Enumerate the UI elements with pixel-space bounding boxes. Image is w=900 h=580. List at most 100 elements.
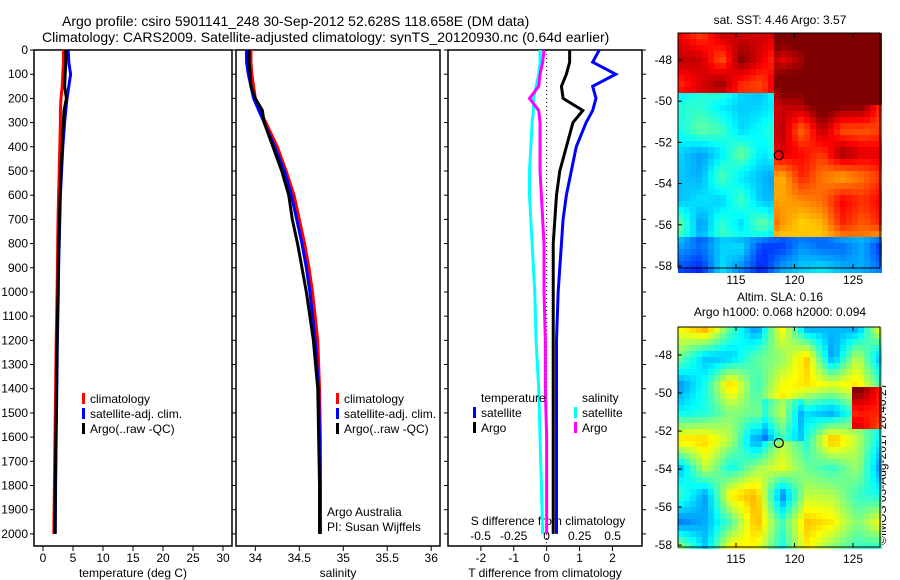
sla-map-cell: [792, 369, 798, 375]
sla-map-cell: [720, 537, 726, 543]
sst-map-cell: [744, 93, 750, 99]
sla-map-cell: [840, 483, 846, 489]
sst-map-cell: [702, 75, 708, 81]
sst-map-cell: [768, 207, 774, 213]
sst-map-cell: [828, 75, 834, 81]
x-tick-label: 34: [249, 551, 263, 565]
sst-map-cell: [780, 159, 786, 165]
sla-map-cell: [786, 447, 792, 453]
sla-map-cell: [852, 387, 858, 393]
sla-map-cell: [798, 441, 804, 447]
sla-map-cell: [840, 507, 846, 513]
sla-map-cell: [720, 459, 726, 465]
sst-map-cell: [708, 111, 714, 117]
series-line-t-argo: [551, 50, 586, 534]
sla-map-cell: [726, 513, 732, 519]
sst-map-cell: [762, 105, 768, 111]
sla-map-cell: [744, 543, 750, 549]
sst-map-cell: [864, 243, 870, 249]
sst-map-cell: [858, 159, 864, 165]
sla-map-cell: [816, 339, 822, 345]
sst-map-cell: [840, 117, 846, 123]
sla-map-cell: [690, 489, 696, 495]
sst-map-cell: [852, 141, 858, 147]
sst-map-cell: [732, 219, 738, 225]
sla-map-cell: [714, 351, 720, 357]
sla-map-cell: [750, 357, 756, 363]
sla-map-cell: [840, 513, 846, 519]
sst-map-cell: [822, 261, 828, 267]
sla-map-cell: [744, 417, 750, 423]
sla-map-cell: [840, 501, 846, 507]
sst-map-cell: [780, 213, 786, 219]
sla-map-cell: [834, 387, 840, 393]
sla-map-cell: [822, 435, 828, 441]
sst-map-cell: [774, 33, 780, 39]
sst-map-cell: [864, 201, 870, 207]
sst-map-cell: [684, 57, 690, 63]
sst-map-cell: [744, 105, 750, 111]
sst-map-cell: [834, 213, 840, 219]
sst-map-cell: [750, 201, 756, 207]
sst-map-cell: [852, 63, 858, 69]
sla-map-cell: [762, 531, 768, 537]
sst-map-cell: [726, 33, 732, 39]
sst-map-cell: [732, 255, 738, 261]
sla-map-cell: [744, 411, 750, 417]
sla-map-cell: [852, 417, 858, 423]
sst-map-cell: [828, 237, 834, 243]
sla-map-cell: [744, 339, 750, 345]
sla-map-cell: [750, 387, 756, 393]
sla-map-cell: [720, 381, 726, 387]
sla-map-cell: [720, 435, 726, 441]
sst-map-cell: [786, 183, 792, 189]
sla-map-cell: [774, 495, 780, 501]
sst-map-cell: [786, 129, 792, 135]
sst-map-cell: [762, 69, 768, 75]
sla-map-cell: [684, 477, 690, 483]
sla-map-cell: [762, 459, 768, 465]
sst-map-cell: [870, 33, 876, 39]
sla-map-cell: [846, 363, 852, 369]
sla-map-cell: [762, 375, 768, 381]
sst-map-cell: [858, 51, 864, 57]
sst-map-cell: [750, 75, 756, 81]
sst-map-cell: [870, 243, 876, 249]
sst-map-cell: [804, 231, 810, 237]
sst-map-cell: [786, 99, 792, 105]
sst-map-cell: [684, 195, 690, 201]
sla-map-cell: [780, 537, 786, 543]
sst-map-cell: [858, 225, 864, 231]
sla-map-cell: [792, 531, 798, 537]
sst-map-cell: [840, 201, 846, 207]
sla-map-cell: [714, 501, 720, 507]
sst-map-cell: [720, 189, 726, 195]
sst-map-cell: [684, 225, 690, 231]
sst-map-cell: [846, 183, 852, 189]
sla-map-cell: [714, 543, 720, 549]
sst-map-cell: [858, 237, 864, 243]
sla-map-cell: [750, 411, 756, 417]
sla-map-cell: [786, 471, 792, 477]
sst-map-cell: [858, 249, 864, 255]
sla-map-cell: [756, 537, 762, 543]
sst-map-cell: [816, 225, 822, 231]
sst-map-cell: [696, 231, 702, 237]
sst-map-cell: [762, 93, 768, 99]
sla-map-cell: [834, 357, 840, 363]
sst-map-cell: [690, 177, 696, 183]
sla-map-cell: [816, 525, 822, 531]
sla-map-cell: [798, 525, 804, 531]
sla-map-cell: [738, 453, 744, 459]
sst-map-cell: [690, 105, 696, 111]
sst-map-cell: [834, 135, 840, 141]
sst-map-cell: [774, 63, 780, 69]
sla-map-cell: [810, 501, 816, 507]
sst-map-cell: [726, 99, 732, 105]
sla-map-cell: [822, 495, 828, 501]
sst-map-cell: [870, 219, 876, 225]
sst-map-cell: [732, 105, 738, 111]
sla-map-cell: [690, 435, 696, 441]
sst-map-cell: [744, 207, 750, 213]
sla-map-cell: [774, 375, 780, 381]
